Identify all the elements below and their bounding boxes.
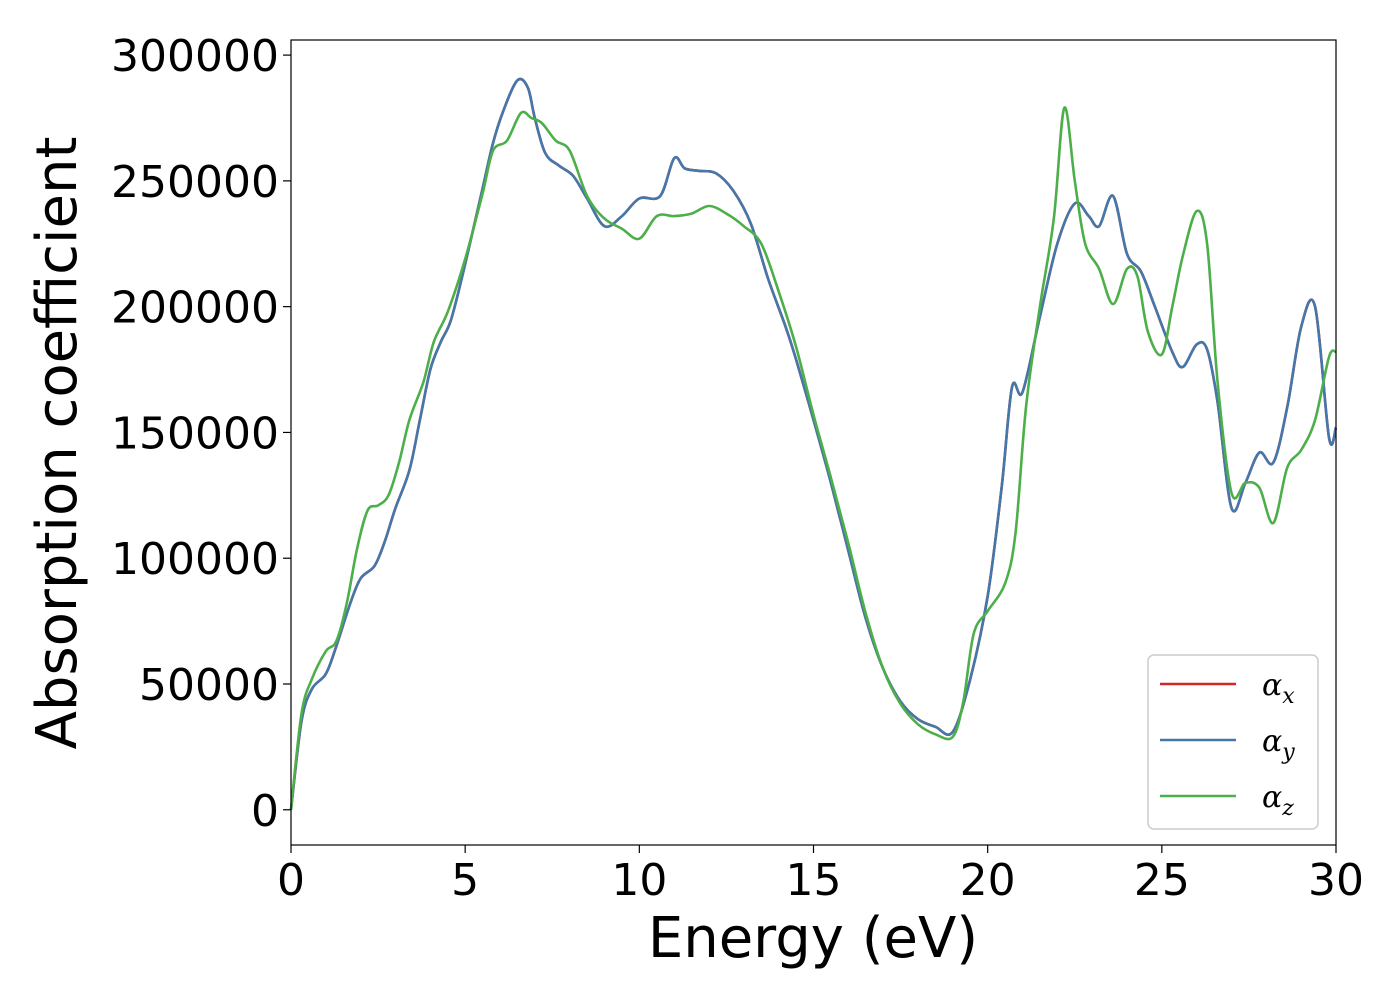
- y-tick-label: 0: [251, 786, 279, 837]
- legend-items: αx αy αz: [1160, 668, 1295, 821]
- x-tick-label: 30: [1308, 855, 1364, 906]
- y-tick-label: 150000: [111, 408, 279, 459]
- y-tick-label: 250000: [111, 157, 279, 208]
- x-tick-label: 0: [277, 855, 305, 906]
- x-tick-label: 20: [960, 855, 1016, 906]
- y-axis-label: Absorption coefficient: [25, 137, 90, 750]
- x-axis: 0 5 10 15 20 25 30: [277, 845, 1364, 906]
- legend-box: [1147, 654, 1319, 830]
- legend-label-alpha-y: αy: [1262, 724, 1295, 765]
- legend: αx αy αz: [1147, 654, 1319, 830]
- x-axis-label: Energy (eV): [648, 906, 978, 971]
- y-tick-label: 100000: [111, 534, 279, 585]
- legend-label-alpha-x: αx: [1262, 668, 1295, 709]
- series-layer: [289, 77, 1338, 810]
- y-tick-label: 300000: [111, 31, 279, 82]
- series-line-alpha-z: [289, 106, 1337, 810]
- x-tick-label: 15: [786, 855, 842, 906]
- x-tick-label: 25: [1134, 855, 1190, 906]
- y-axis: 0 50000 100000 150000 200000 250000 300000: [111, 31, 291, 837]
- y-tick-label: 200000: [111, 283, 279, 334]
- legend-label-alpha-z: αz: [1262, 780, 1294, 821]
- x-tick-label: 10: [611, 855, 667, 906]
- y-tick-label: 50000: [139, 660, 279, 711]
- series-line-alpha-y: [289, 77, 1338, 810]
- x-tick-label: 5: [451, 855, 479, 906]
